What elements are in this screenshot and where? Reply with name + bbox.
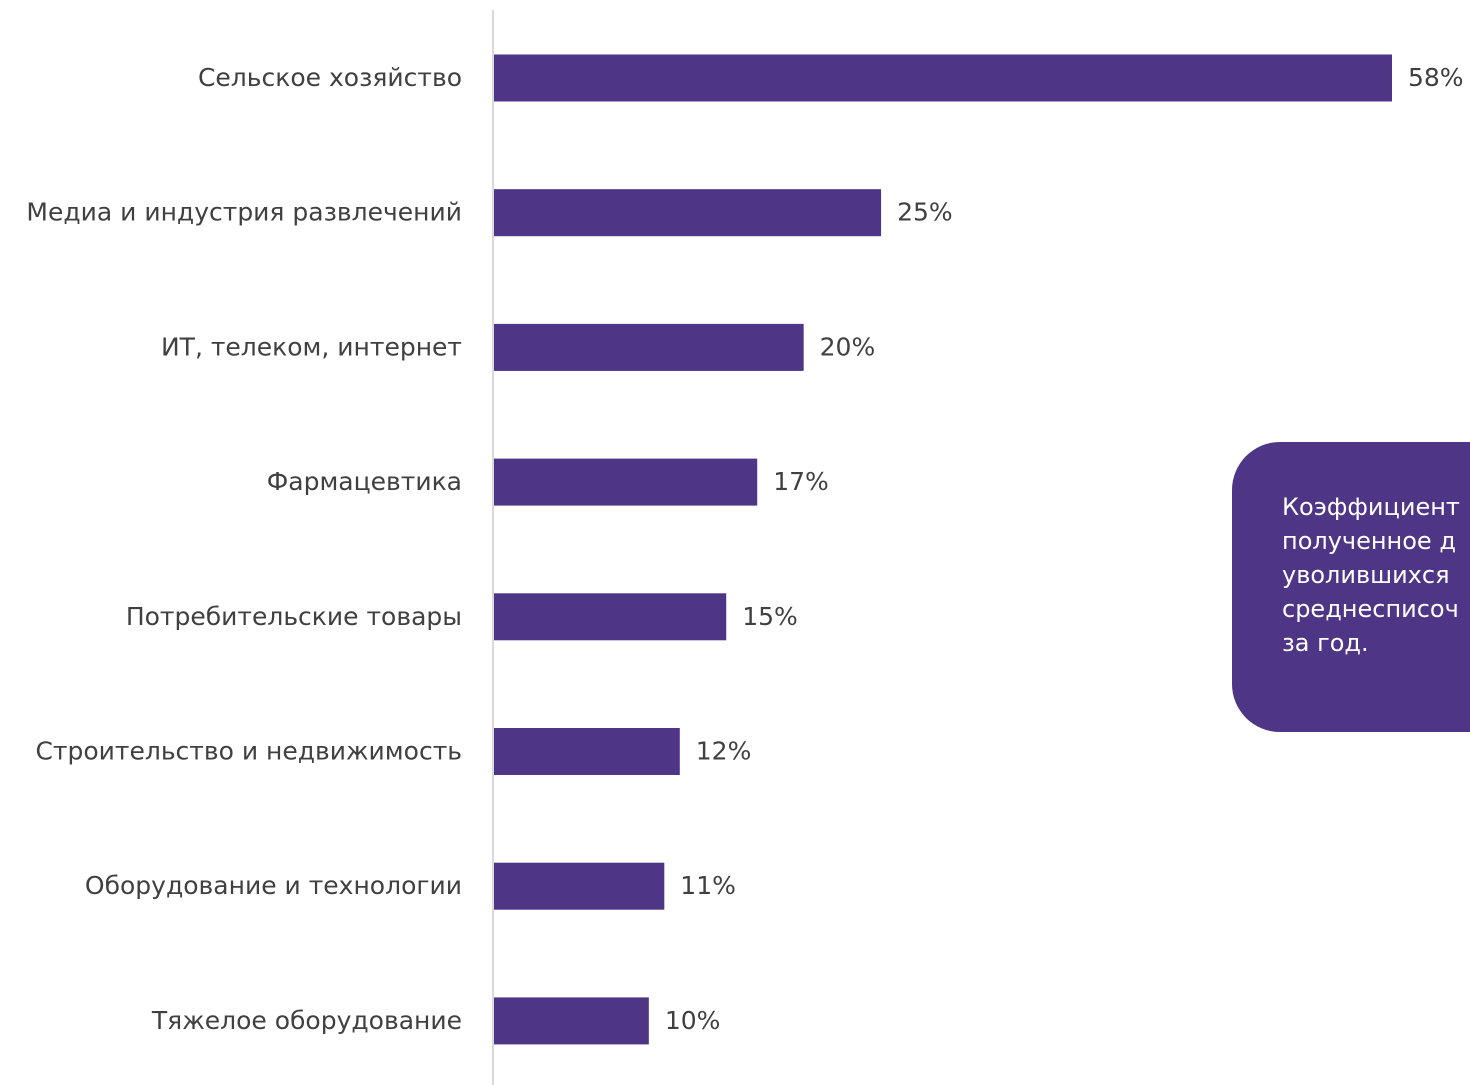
category-labels-group: Сельское хозяйство Медиа и индустрия разв…	[26, 63, 462, 1035]
bar	[494, 323, 804, 371]
category-label: Строительство и недвижимость	[35, 737, 462, 766]
value-label: 58%	[1408, 63, 1464, 92]
category-label: Сельское хозяйство	[198, 63, 462, 92]
value-label: 12%	[696, 737, 752, 766]
value-label: 25%	[897, 198, 953, 227]
bar	[494, 54, 1392, 102]
value-label: 11%	[680, 871, 736, 900]
category-label: Потребительские товары	[126, 602, 462, 631]
bar	[494, 862, 665, 910]
category-label: Тяжелое оборудование	[151, 1006, 462, 1035]
value-labels-group: 58% 25% 20% 17% 15% 12% 11% 10%	[665, 63, 1464, 1035]
category-label: Медиа и индустрия развлечений	[26, 198, 462, 227]
bars-group	[494, 54, 1392, 1045]
bar	[494, 458, 758, 506]
bar	[494, 997, 649, 1045]
value-label: 20%	[820, 332, 876, 361]
category-label: Оборудование и технологии	[85, 871, 462, 900]
bar	[494, 728, 680, 775]
bar	[494, 189, 882, 237]
value-label: 10%	[665, 1006, 721, 1035]
bar	[494, 593, 727, 641]
category-label: ИТ, телеком, интернет	[161, 332, 462, 361]
value-label: 15%	[742, 602, 798, 631]
category-label: Фармацевтика	[267, 467, 462, 496]
value-label: 17%	[773, 467, 829, 496]
